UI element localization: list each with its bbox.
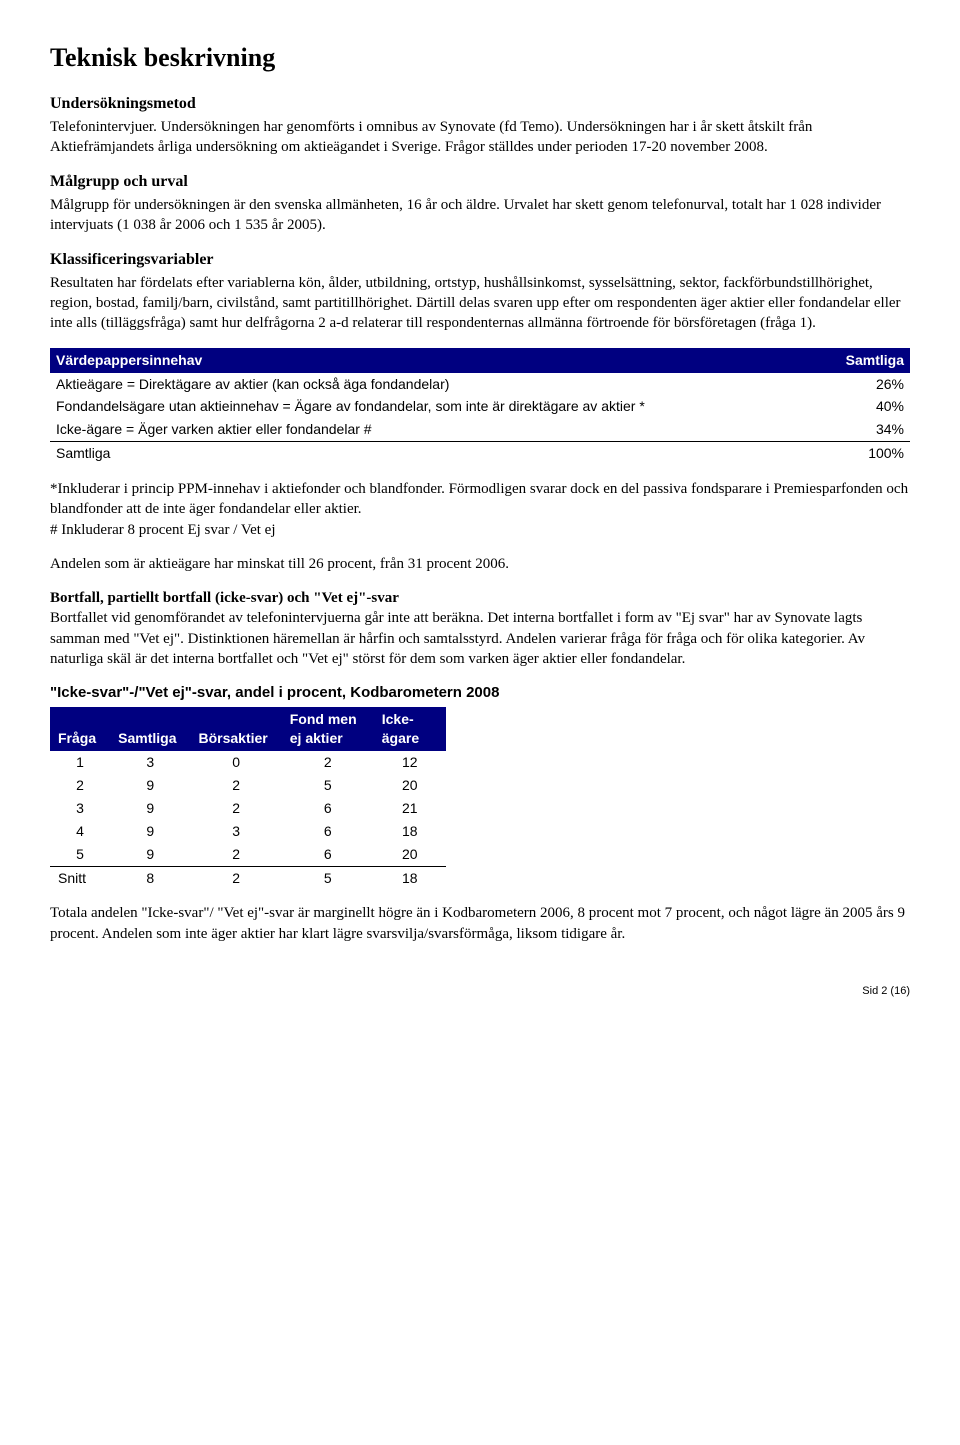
cell-value: 34% — [820, 418, 910, 441]
col-header: Fond men ej aktier — [282, 707, 374, 751]
cell: 6 — [282, 797, 374, 820]
footnote-hash: # Inkluderar 8 procent Ej svar / Vet ej — [50, 520, 910, 540]
section-heading-classvars: Klassificeringsvariabler — [50, 249, 910, 271]
bortfall-body: Bortfallet vid genomförandet av telefoni… — [50, 610, 865, 667]
cell: 5 — [50, 843, 110, 866]
cell: 2 — [190, 843, 281, 866]
section-body-target: Målgrupp för undersökningen är den svens… — [50, 195, 910, 236]
cell: 1 — [50, 751, 110, 774]
bortfall-heading: Bortfall, partiellt bortfall (icke-svar)… — [50, 590, 399, 606]
col-header-right: Samtliga — [820, 348, 910, 373]
cell: 9 — [110, 843, 190, 866]
cell: 3 — [190, 820, 281, 843]
col-header: Börsaktier — [190, 707, 281, 751]
section-body-classvars: Resultaten har fördelats efter variabler… — [50, 273, 910, 334]
cell: 6 — [282, 820, 374, 843]
cell: 3 — [50, 797, 110, 820]
cell: 4 — [50, 820, 110, 843]
cell: 2 — [190, 866, 281, 889]
cell-label: Aktieägare = Direktägare av aktier (kan … — [50, 373, 820, 396]
cell: 2 — [282, 751, 374, 774]
table-row: Aktieägare = Direktägare av aktier (kan … — [50, 373, 910, 396]
cell: 2 — [190, 774, 281, 797]
table-row: Samtliga 100% — [50, 442, 910, 465]
cell: 20 — [374, 843, 446, 866]
table-row: 2 9 2 5 20 — [50, 774, 446, 797]
page-title: Teknisk beskrivning — [50, 40, 910, 75]
cell: 5 — [282, 774, 374, 797]
table-row: 3 9 2 6 21 — [50, 797, 446, 820]
table-row-snitt: Snitt 8 2 5 18 — [50, 866, 446, 889]
cell: 18 — [374, 820, 446, 843]
cell: 20 — [374, 774, 446, 797]
cell: 18 — [374, 866, 446, 889]
cell: 9 — [110, 820, 190, 843]
col-header: Fråga — [50, 707, 110, 751]
share-note: Andelen som är aktieägare har minskat ti… — [50, 554, 910, 574]
cell: 0 — [190, 751, 281, 774]
cell: 3 — [110, 751, 190, 774]
cell: 2 — [190, 797, 281, 820]
cell-value: 26% — [820, 373, 910, 396]
table-row: Icke-ägare = Äger varken aktier eller fo… — [50, 418, 910, 441]
table-row: 5 9 2 6 20 — [50, 843, 446, 866]
cell-label: Samtliga — [50, 442, 820, 465]
closing-paragraph: Totala andelen "Icke-svar"/ "Vet ej"-sva… — [50, 903, 910, 944]
cell-value: 40% — [820, 395, 910, 418]
col-header-left: Värdepappersinnehav — [50, 348, 820, 373]
icke-heading: "Icke-svar"-/"Vet ej"-svar, andel i proc… — [50, 683, 910, 703]
page-footer: Sid 2 (16) — [50, 984, 910, 999]
holdings-table: Värdepappersinnehav Samtliga Aktieägare … — [50, 348, 910, 465]
col-header: Icke-ägare — [374, 707, 446, 751]
cell: 5 — [282, 866, 374, 889]
cell: 12 — [374, 751, 446, 774]
cell: 8 — [110, 866, 190, 889]
table-row: 1 3 0 2 12 — [50, 751, 446, 774]
cell-label: Fondandelsägare utan aktieinnehav = Ägar… — [50, 395, 820, 418]
section-heading-target: Målgrupp och urval — [50, 171, 910, 193]
col-header: Samtliga — [110, 707, 190, 751]
section-heading-method: Undersökningsmetod — [50, 93, 910, 115]
cell: 6 — [282, 843, 374, 866]
cell-label: Icke-ägare = Äger varken aktier eller fo… — [50, 418, 820, 441]
cell: 21 — [374, 797, 446, 820]
section-body-method: Telefonintervjuer. Undersökningen har ge… — [50, 117, 910, 158]
cell: Snitt — [50, 866, 110, 889]
table-row: Fondandelsägare utan aktieinnehav = Ägar… — [50, 395, 910, 418]
nonresponse-table: Fråga Samtliga Börsaktier Fond men ej ak… — [50, 707, 446, 889]
cell: 9 — [110, 774, 190, 797]
footnote-star: *Inkluderar i princip PPM-innehav i akti… — [50, 479, 910, 520]
table-row: 4 9 3 6 18 — [50, 820, 446, 843]
cell-value: 100% — [820, 442, 910, 465]
cell: 9 — [110, 797, 190, 820]
cell: 2 — [50, 774, 110, 797]
